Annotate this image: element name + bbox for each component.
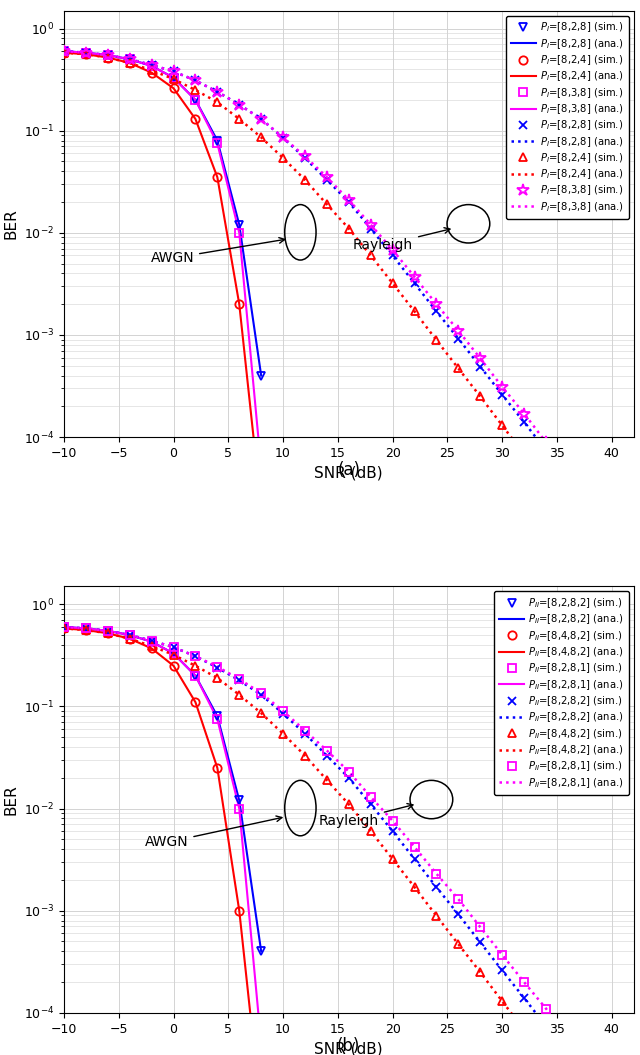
Legend: $P_I$=[8,2,8] (sim.), $P_I$=[8,2,8] (ana.), $P_I$=[8,2,4] (sim.), $P_I$=[8,2,4] : $P_I$=[8,2,8] (sim.), $P_I$=[8,2,8] (ana… [506, 16, 628, 218]
Text: (b): (b) [337, 1037, 360, 1055]
Text: Rayleigh: Rayleigh [319, 804, 413, 828]
Text: (a): (a) [337, 461, 360, 479]
Text: Rayleigh: Rayleigh [353, 228, 450, 252]
X-axis label: SNR (dB): SNR (dB) [314, 465, 383, 480]
Text: AWGN: AWGN [150, 237, 285, 265]
Y-axis label: BER: BER [3, 784, 19, 814]
X-axis label: SNR (dB): SNR (dB) [314, 1041, 383, 1055]
Y-axis label: BER: BER [3, 209, 19, 239]
Legend: $P_{II}$=[8,2,8,2] (sim.), $P_{II}$=[8,2,8,2] (ana.), $P_{II}$=[8,4,8,2] (sim.),: $P_{II}$=[8,2,8,2] (sim.), $P_{II}$=[8,2… [494, 591, 628, 794]
Text: AWGN: AWGN [145, 816, 282, 849]
